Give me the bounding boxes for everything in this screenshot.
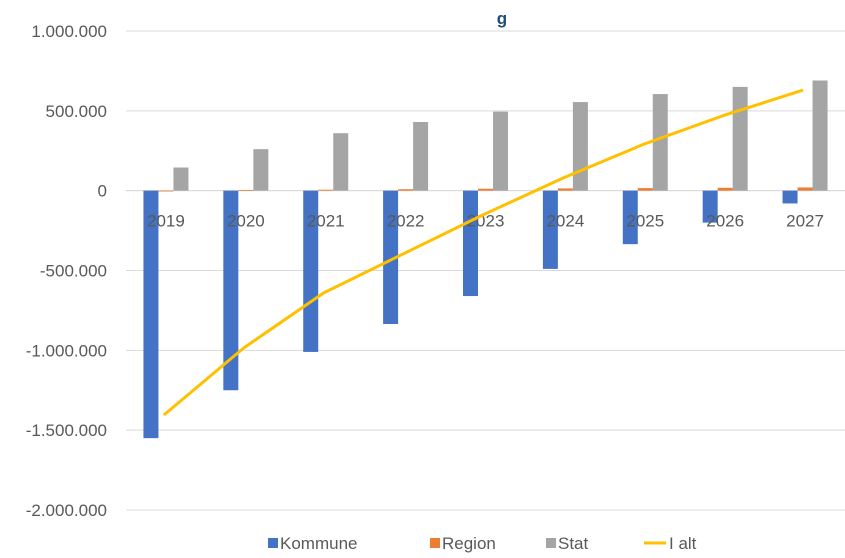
legend: Kommune Region Stat I alt: [268, 534, 697, 553]
bar-region: [318, 189, 334, 191]
bar-region: [238, 190, 254, 191]
bar-kommune: [223, 190, 239, 391]
bar-kommune: [463, 190, 478, 297]
bar-kommune: [702, 190, 718, 223]
bar-stat: [333, 133, 349, 191]
bar-stat: [413, 122, 429, 191]
bar-stat: [652, 94, 668, 191]
y-tick-label: 0: [98, 182, 107, 201]
x-tick-label: 2021: [307, 212, 345, 231]
y-tick-label: 500.000: [46, 102, 107, 121]
legend-swatch: [430, 538, 440, 548]
x-tick-label: 2022: [387, 212, 425, 231]
bar-region: [637, 188, 653, 191]
bar-kommune: [143, 190, 159, 439]
y-tick-label: -1.500.000: [26, 421, 107, 440]
legend-label: Kommune: [280, 534, 357, 553]
total-line: [162, 88, 804, 417]
bar-region: [557, 188, 573, 191]
legend-swatch: [268, 538, 278, 548]
bar-stat: [253, 149, 269, 191]
bar-region: [717, 187, 733, 191]
y-tick-label: -1.000.000: [26, 341, 107, 360]
x-tick-label: 2023: [467, 212, 505, 231]
line-i-alt: [162, 88, 804, 417]
x-tick-label: 2026: [706, 212, 744, 231]
y-tick-label: -2.000.000: [26, 501, 107, 520]
y-tick-label: 1.000.000: [31, 22, 107, 41]
bar-kommune: [542, 190, 558, 269]
bar-region: [478, 188, 493, 191]
x-tick-label: 2027: [786, 212, 824, 231]
bar-region: [398, 189, 414, 191]
bar-kommune: [303, 190, 319, 352]
bar-region: [158, 190, 174, 192]
bar-stat: [173, 167, 189, 191]
x-tick-label: 2024: [546, 212, 584, 231]
bar-stat: [732, 86, 748, 191]
legend-label: I alt: [669, 534, 697, 553]
bar-kommune: [622, 190, 638, 245]
bar-kommune: [383, 190, 399, 324]
bar-stat: [812, 80, 828, 191]
x-axis-tick-labels: 2019 2020 2021 2022 2023 2024 2025 2026 2027: [147, 212, 824, 231]
legend-label: Region: [442, 534, 496, 553]
y-tick-label: -500.000: [40, 262, 107, 281]
x-tick-label: 2020: [227, 212, 265, 231]
bar-kommune: [782, 190, 798, 204]
chart-title: g: [497, 9, 507, 28]
bar-stat: [493, 111, 508, 191]
bar-stat: [572, 102, 588, 191]
x-tick-label: 2019: [147, 212, 185, 231]
y-axis-tick-labels: 1.000.000 500.000 0 -500.000 -1.000.000 -1.50…: [26, 22, 107, 520]
bar-region: [797, 187, 813, 191]
x-tick-label: 2025: [626, 212, 664, 231]
legend-swatch: [546, 538, 556, 548]
bars: [143, 80, 828, 439]
legend-label: Stat: [558, 534, 589, 553]
